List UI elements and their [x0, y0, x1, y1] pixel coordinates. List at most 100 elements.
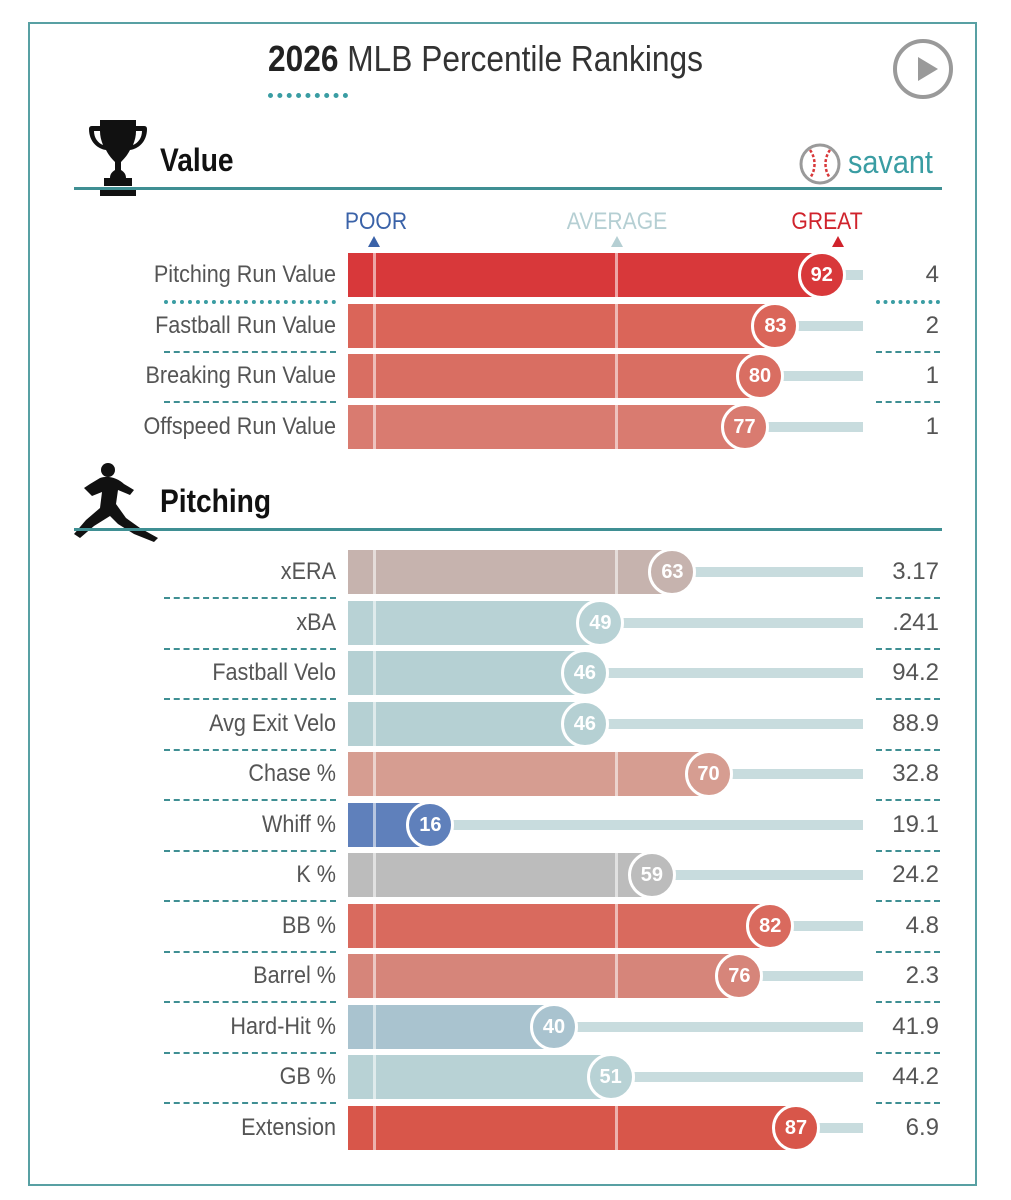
scale-tick: [614, 853, 618, 897]
row-separator: [164, 698, 336, 700]
row-label: Whiff %: [261, 811, 336, 838]
row-label: xBA: [296, 609, 336, 636]
row-separator: [164, 1052, 336, 1054]
page-title: 2026 MLB Percentile Rankings: [268, 38, 703, 80]
percentile-bubble[interactable]: 80: [736, 352, 784, 400]
percentile-bubble[interactable]: 49: [576, 599, 625, 647]
percentile-bubble[interactable]: 70: [684, 750, 733, 798]
title-text: MLB Percentile Rankings: [347, 38, 703, 79]
percentile-track: [704, 769, 863, 779]
percentile-track: [740, 422, 863, 432]
row-label: Breaking Run Value: [145, 362, 336, 389]
card-frame: [28, 22, 977, 1186]
row-label: Fastball Run Value: [155, 312, 336, 339]
row-label: Pitching Run Value: [153, 261, 336, 288]
row-label: GB %: [279, 1063, 336, 1090]
scale-tick: [372, 651, 376, 695]
row-separator: [164, 597, 336, 599]
row-label: Extension: [241, 1114, 336, 1141]
scale-tick: [372, 550, 376, 594]
percentile-bubble[interactable]: 82: [746, 902, 795, 950]
scale-great-label: GREAT: [791, 208, 863, 235]
scale-poor-marker: [368, 236, 380, 247]
percentile-bubble[interactable]: 63: [648, 548, 697, 596]
percentile-bubble[interactable]: 92: [797, 251, 846, 299]
row-value: 3.17: [892, 558, 939, 585]
row-label: Hard-Hit %: [230, 1013, 336, 1040]
row-value: 1: [925, 362, 939, 389]
percentile-bar: [348, 1055, 611, 1099]
row-separator: [164, 648, 336, 650]
section-rule-value: [74, 187, 942, 190]
row-separator: [876, 749, 940, 751]
percentile-track: [596, 618, 863, 628]
percentile-bubble[interactable]: 83: [751, 302, 800, 350]
row-separator: [164, 749, 336, 751]
row-value: 32.8: [892, 760, 939, 787]
row-value: 88.9: [892, 710, 939, 737]
scale-tick: [372, 1106, 376, 1150]
row-value: .241: [892, 609, 939, 636]
percentile-bubble[interactable]: 46: [560, 700, 609, 748]
scale-tick: [372, 752, 376, 796]
play-icon: [918, 57, 938, 81]
percentile-bubble[interactable]: 16: [406, 801, 455, 849]
percentile-bubble[interactable]: 59: [627, 851, 676, 899]
row-separator: [164, 951, 336, 953]
row-value: 41.9: [892, 1013, 939, 1040]
percentile-bar: [348, 954, 740, 998]
row-separator: [876, 597, 940, 599]
row-separator: [164, 351, 336, 353]
scale-tick: [614, 253, 618, 297]
percentile-bubble[interactable]: 51: [586, 1053, 635, 1101]
scale-tick: [372, 601, 376, 645]
percentile-track: [756, 371, 863, 381]
play-button[interactable]: [893, 39, 953, 99]
percentile-bar: [348, 702, 585, 746]
scale-tick: [372, 702, 376, 746]
row-label: BB %: [281, 912, 336, 939]
row-separator: [164, 300, 336, 304]
percentile-track: [606, 1072, 863, 1082]
pitcher-icon: [74, 463, 158, 542]
row-separator: [876, 351, 940, 353]
row-label: Barrel %: [253, 962, 336, 989]
section-rule-pitching: [74, 528, 942, 531]
row-label: Fastball Velo: [212, 659, 336, 686]
row-separator: [164, 1102, 336, 1104]
row-separator: [876, 401, 940, 403]
row-separator: [876, 799, 940, 801]
row-label: Chase %: [248, 760, 336, 787]
percentile-track: [735, 971, 863, 981]
percentile-track: [771, 321, 863, 331]
percentile-track: [792, 1123, 863, 1133]
row-value: 2: [925, 312, 939, 339]
percentile-bar: [348, 304, 776, 348]
row-separator: [876, 1102, 940, 1104]
scale-tick: [614, 304, 618, 348]
scale-tick: [614, 405, 618, 449]
baseball-icon: [799, 143, 841, 185]
percentile-bubble[interactable]: 87: [772, 1104, 821, 1152]
section-title-value: Value: [160, 142, 234, 178]
scale-great-marker: [832, 236, 844, 247]
row-label: Offspeed Run Value: [143, 413, 336, 440]
percentile-bar: [348, 651, 585, 695]
trophy-icon: [89, 120, 147, 196]
section-title-pitching: Pitching: [160, 483, 272, 519]
scale-tick: [614, 752, 618, 796]
title-underline: [268, 93, 348, 98]
percentile-bubble[interactable]: 46: [560, 649, 609, 697]
percentile-bubble[interactable]: 77: [720, 403, 769, 451]
row-value: 24.2: [892, 861, 939, 888]
percentile-bar: [348, 904, 771, 948]
row-value: 6.9: [905, 1114, 939, 1141]
percentile-bar: [348, 405, 745, 449]
scale-tick: [372, 1055, 376, 1099]
percentile-track: [668, 567, 863, 577]
percentile-bubble[interactable]: 40: [530, 1003, 578, 1051]
row-value: 94.2: [892, 659, 939, 686]
row-value: 2.3: [905, 962, 939, 989]
row-label: Avg Exit Velo: [209, 710, 336, 737]
percentile-bubble[interactable]: 76: [715, 952, 764, 1000]
